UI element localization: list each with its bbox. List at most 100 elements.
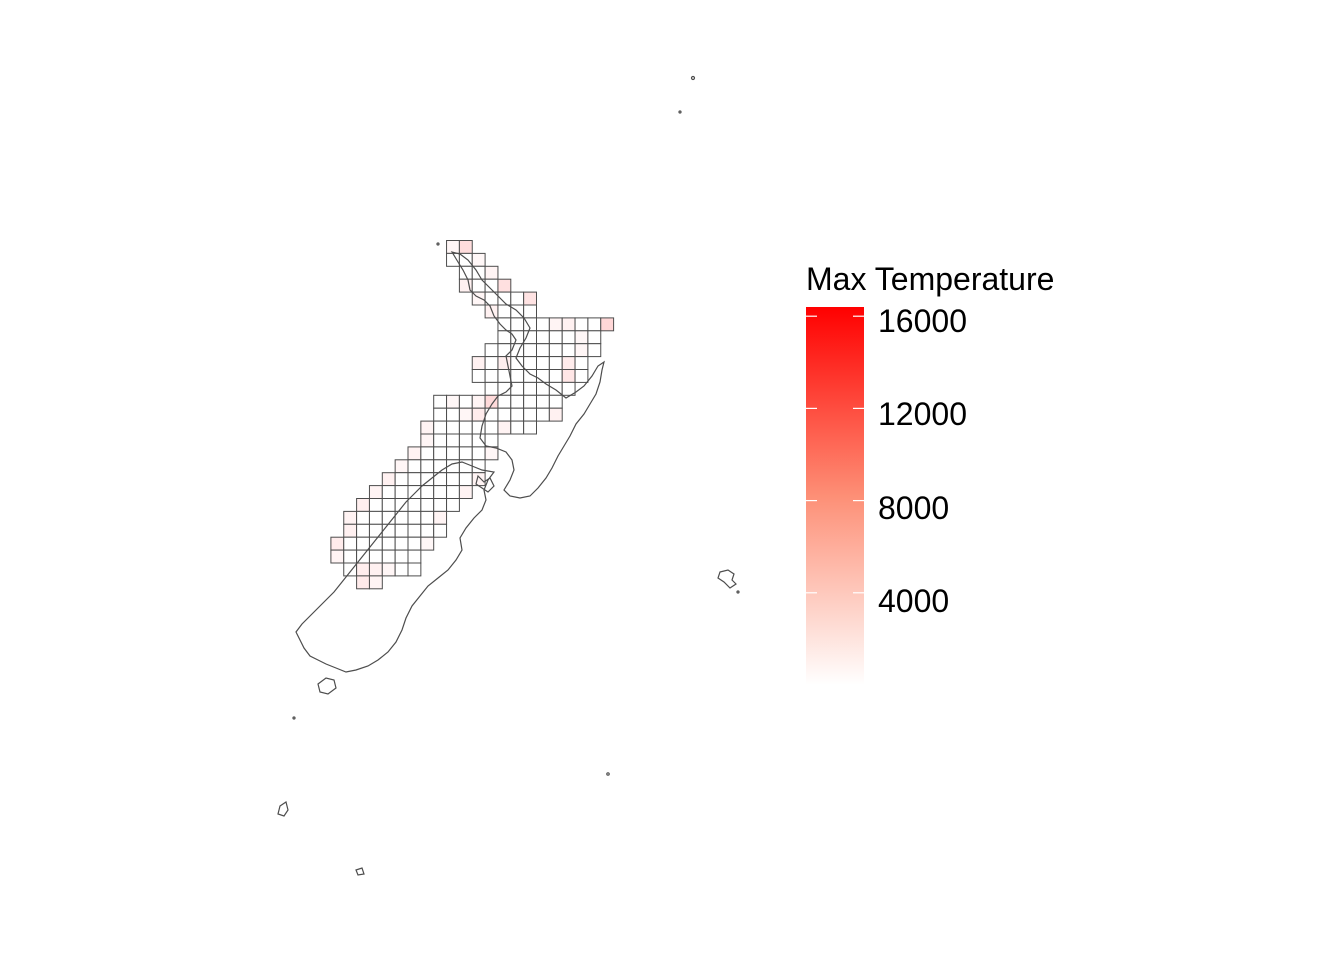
campbell-island-outline [355, 867, 365, 876]
grid-cell [368, 549, 383, 564]
grid-cell [433, 407, 448, 422]
grid-cell [394, 562, 409, 577]
grid-cell [343, 523, 358, 538]
grid-cell [356, 575, 370, 590]
grid-cell [510, 407, 525, 422]
grid-cell [484, 433, 499, 448]
grid-cell [446, 407, 460, 422]
grid-cell [458, 394, 473, 409]
grid-cell [420, 498, 435, 512]
grid-cell [368, 498, 383, 512]
grid-cell [471, 446, 486, 461]
grid-cell [381, 498, 396, 512]
grid-cell [510, 317, 525, 332]
grid-cell [394, 459, 409, 474]
grid-cell [574, 330, 589, 345]
grid-cell [458, 420, 473, 435]
grid-cell [381, 562, 396, 577]
legend: Max Temperature 16000 12000 8000 4000 [806, 261, 1054, 685]
grid-cell [446, 420, 460, 435]
grid-cell [561, 330, 576, 345]
grid-cell [394, 485, 409, 500]
grid-cell [420, 433, 435, 448]
grid-cell [471, 472, 486, 487]
grid-cell [497, 304, 512, 319]
grid-cell [420, 459, 435, 474]
grid-cell [536, 369, 550, 383]
legend-colorbar [806, 307, 864, 685]
legend-title: Max Temperature [806, 261, 1054, 297]
grid-cell [510, 291, 525, 306]
kermadec-islet-outline [690, 75, 696, 81]
grid-cell [420, 485, 435, 500]
grid-cell [574, 343, 589, 358]
grid-cell [471, 407, 486, 422]
grid-cell [548, 407, 563, 422]
grid-cell [484, 420, 499, 435]
grid-cell [458, 485, 473, 500]
grid-cell [548, 343, 563, 358]
grid-cell [484, 446, 499, 461]
grid-cell [381, 472, 396, 487]
chatham-islands-outline [717, 569, 737, 589]
auckland-islands-outline [277, 801, 289, 817]
grid-cell [510, 369, 525, 383]
grid-cell [381, 523, 396, 538]
grid-cell [484, 407, 499, 422]
grid-cell [587, 343, 602, 358]
grid-cell [420, 446, 435, 461]
grid-cell [548, 394, 563, 409]
grid-cell [523, 304, 538, 319]
grid-cell [574, 356, 589, 371]
grid-cell [497, 278, 512, 293]
grid-cell [536, 330, 550, 345]
grid-cell [433, 510, 448, 525]
grid-cell [356, 498, 370, 512]
grid-cell [484, 304, 499, 319]
grid-cell [356, 523, 370, 538]
grid-cell [368, 562, 383, 577]
grid-cell [420, 472, 435, 487]
grid-cell [433, 433, 448, 448]
grid-cell [394, 498, 409, 512]
grid-cell [381, 536, 396, 551]
grid-cell [600, 317, 615, 332]
legend-break-label: 16000 [878, 303, 967, 339]
grid-cell [587, 317, 602, 332]
grid-cell [523, 407, 538, 422]
grid-cell [471, 252, 486, 267]
grid-cell [420, 523, 435, 538]
grid-cell [446, 446, 460, 461]
grid-cell [497, 420, 512, 435]
grid-cell [356, 562, 370, 577]
grid-cell [484, 369, 499, 383]
legend-break-label: 8000 [878, 490, 949, 526]
grid-cell [343, 562, 358, 577]
grid-cell [446, 433, 460, 448]
grid-cell [536, 407, 550, 422]
grid-cell [536, 343, 550, 358]
grid-cell [446, 472, 460, 487]
grid-cell [561, 317, 576, 332]
grid-cell [587, 330, 602, 345]
grid-cell [368, 485, 383, 500]
grid-cell [330, 536, 345, 551]
grid-cell [484, 356, 499, 371]
legend-ticks [806, 315, 864, 594]
grid-cell [407, 536, 422, 551]
grid-cell [394, 549, 409, 564]
north-island-outline [450, 251, 605, 499]
grid-cell [394, 523, 409, 538]
grid-cell [510, 394, 525, 409]
grid-cell [394, 472, 409, 487]
grid-cell [407, 472, 422, 487]
grid-cell [433, 523, 448, 538]
grid-cell [330, 549, 345, 564]
grid-cell [523, 330, 538, 345]
grid-cell [407, 523, 422, 538]
grid-cell [446, 394, 460, 409]
grid-cell [471, 433, 486, 448]
grid-cell [484, 265, 499, 280]
grid-cell [471, 356, 486, 371]
